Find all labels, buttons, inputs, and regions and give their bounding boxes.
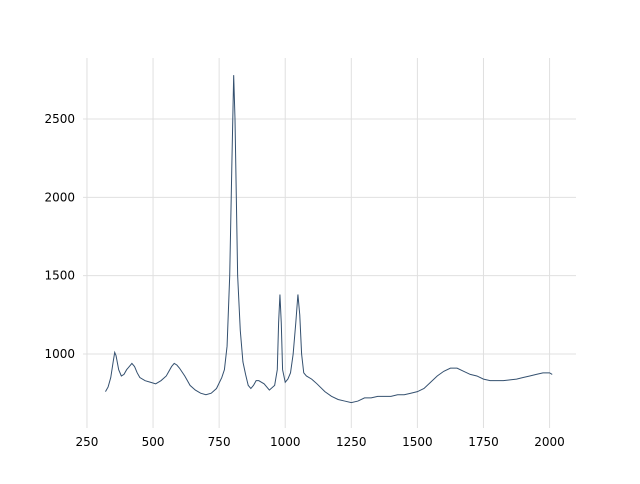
y-tick-label: 1000 [44, 347, 75, 361]
x-tick-label: 500 [142, 435, 165, 449]
line [105, 75, 553, 404]
x-tick-label: 750 [208, 435, 231, 449]
x-tick-label: 1500 [402, 435, 433, 449]
x-tick-label: 1250 [336, 435, 367, 449]
y-tick-label: 1500 [44, 269, 75, 283]
x-tick-label: 1000 [270, 435, 301, 449]
x-tick-label: 250 [76, 435, 99, 449]
y-tick-label: 2500 [44, 112, 75, 126]
x-tick-label: 1750 [468, 435, 499, 449]
x-tick-label: 2000 [534, 435, 565, 449]
y-tick-label: 2000 [44, 190, 75, 204]
